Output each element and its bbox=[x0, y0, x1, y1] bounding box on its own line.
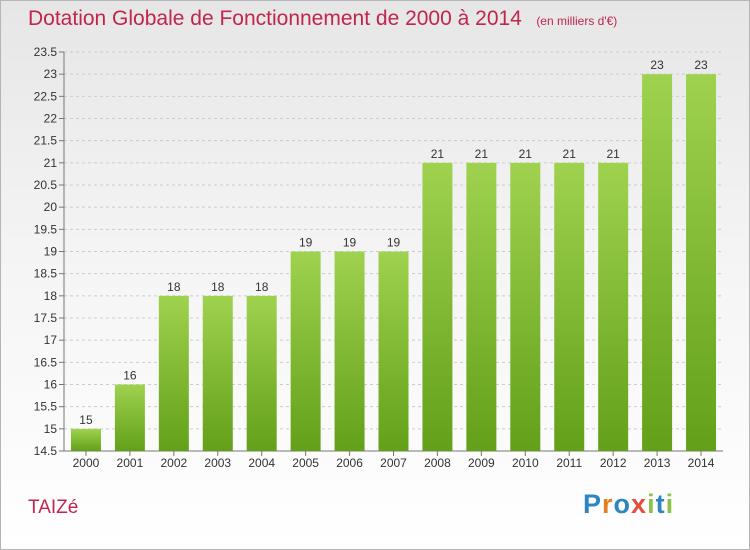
bar-value-label: 16 bbox=[123, 369, 137, 383]
x-tick-label: 2012 bbox=[600, 456, 627, 470]
x-tick-label: 2001 bbox=[117, 456, 144, 470]
bar-2011 bbox=[554, 162, 585, 452]
logo-letter: x bbox=[631, 489, 648, 519]
bar-value-label: 21 bbox=[606, 147, 620, 161]
logo-letter: i bbox=[647, 489, 656, 519]
y-tick-label: 21 bbox=[44, 156, 58, 170]
bar-2014 bbox=[686, 74, 717, 452]
logo-letter: r bbox=[602, 489, 614, 519]
y-tick-label: 23 bbox=[44, 67, 58, 81]
y-tick-label: 17 bbox=[44, 333, 58, 347]
y-tick-label: 20 bbox=[44, 200, 58, 214]
unit-note: (en milliers d'€) bbox=[536, 14, 618, 28]
y-tick-label: 18 bbox=[44, 289, 58, 303]
x-tick-label: 2006 bbox=[336, 456, 363, 470]
bar-value-label: 19 bbox=[343, 236, 357, 250]
bar-value-label: 18 bbox=[167, 280, 181, 294]
y-tick-label: 15.5 bbox=[34, 400, 58, 414]
bar-2000 bbox=[70, 428, 101, 451]
bar-value-label: 21 bbox=[431, 147, 445, 161]
x-tick-label: 2013 bbox=[644, 456, 671, 470]
bar-2003 bbox=[202, 295, 233, 451]
x-tick-label: 2007 bbox=[380, 456, 407, 470]
logo-letter: t bbox=[655, 489, 666, 519]
bar-2004 bbox=[246, 295, 277, 451]
y-tick-label: 23.5 bbox=[34, 45, 58, 59]
bar-value-label: 23 bbox=[694, 58, 708, 72]
x-tick-label: 2009 bbox=[468, 456, 495, 470]
commune-name: TAIZé bbox=[28, 497, 79, 518]
x-tick-label: 2000 bbox=[73, 456, 100, 470]
bar-value-label: 15 bbox=[79, 413, 93, 427]
y-tick-label: 22 bbox=[44, 112, 58, 126]
title-row: Dotation Globale de Fonctionnement de 20… bbox=[28, 7, 617, 31]
y-tick-label: 15 bbox=[44, 422, 58, 436]
y-tick-label: 18.5 bbox=[34, 267, 58, 281]
bar-2009 bbox=[466, 162, 497, 452]
bar-2002 bbox=[158, 295, 189, 451]
bar-2006 bbox=[334, 251, 365, 451]
y-tick-label: 17.5 bbox=[34, 311, 58, 325]
bar-value-label: 21 bbox=[519, 147, 533, 161]
bar-2005 bbox=[290, 251, 321, 451]
x-tick-label: 2011 bbox=[556, 456, 582, 470]
bar-2001 bbox=[114, 384, 145, 451]
logo-letter: P bbox=[583, 489, 603, 519]
x-tick-label: 2010 bbox=[512, 456, 539, 470]
chart-title: Dotation Globale de Fonctionnement de 20… bbox=[28, 7, 522, 30]
proxiti-logo[interactable]: Proxiti bbox=[583, 489, 674, 520]
x-tick-label: 2005 bbox=[292, 456, 319, 470]
y-tick-label: 21.5 bbox=[34, 134, 58, 148]
bar-layer bbox=[70, 74, 717, 452]
y-tick-label: 20.5 bbox=[34, 178, 58, 192]
bar-value-label: 18 bbox=[255, 280, 269, 294]
bar-2008 bbox=[422, 162, 453, 452]
y-tick-label: 16.5 bbox=[34, 355, 58, 369]
bar-2013 bbox=[642, 74, 673, 452]
y-tick-label: 19 bbox=[44, 245, 58, 259]
y-tick-label: 19.5 bbox=[34, 222, 58, 236]
y-tick-label: 16 bbox=[44, 378, 58, 392]
x-tick-label: 2014 bbox=[688, 456, 715, 470]
x-tick-label: 2002 bbox=[160, 456, 187, 470]
y-tick-label: 22.5 bbox=[34, 89, 58, 103]
x-tick-label: 2008 bbox=[424, 456, 451, 470]
y-tick-label: 14.5 bbox=[34, 444, 58, 458]
bar-2012 bbox=[598, 162, 629, 452]
bar-value-label: 18 bbox=[211, 280, 225, 294]
bar-value-label: 19 bbox=[387, 236, 401, 250]
bar-value-label: 21 bbox=[475, 147, 489, 161]
logo-letter: o bbox=[613, 489, 632, 519]
bar-value-label: 19 bbox=[299, 236, 313, 250]
x-tick-label: 2004 bbox=[248, 456, 275, 470]
logo-letter: i bbox=[665, 489, 675, 519]
bar-value-label: 21 bbox=[563, 147, 577, 161]
bar-2007 bbox=[378, 251, 409, 451]
bar-value-label: 23 bbox=[650, 58, 664, 72]
label-layer: 14.5 15 15.5 16 16.5 17 17.5 18 18.5 19 19.5 20 20.5… bbox=[34, 45, 715, 470]
bar-2010 bbox=[510, 162, 541, 452]
x-tick-label: 2003 bbox=[204, 456, 231, 470]
